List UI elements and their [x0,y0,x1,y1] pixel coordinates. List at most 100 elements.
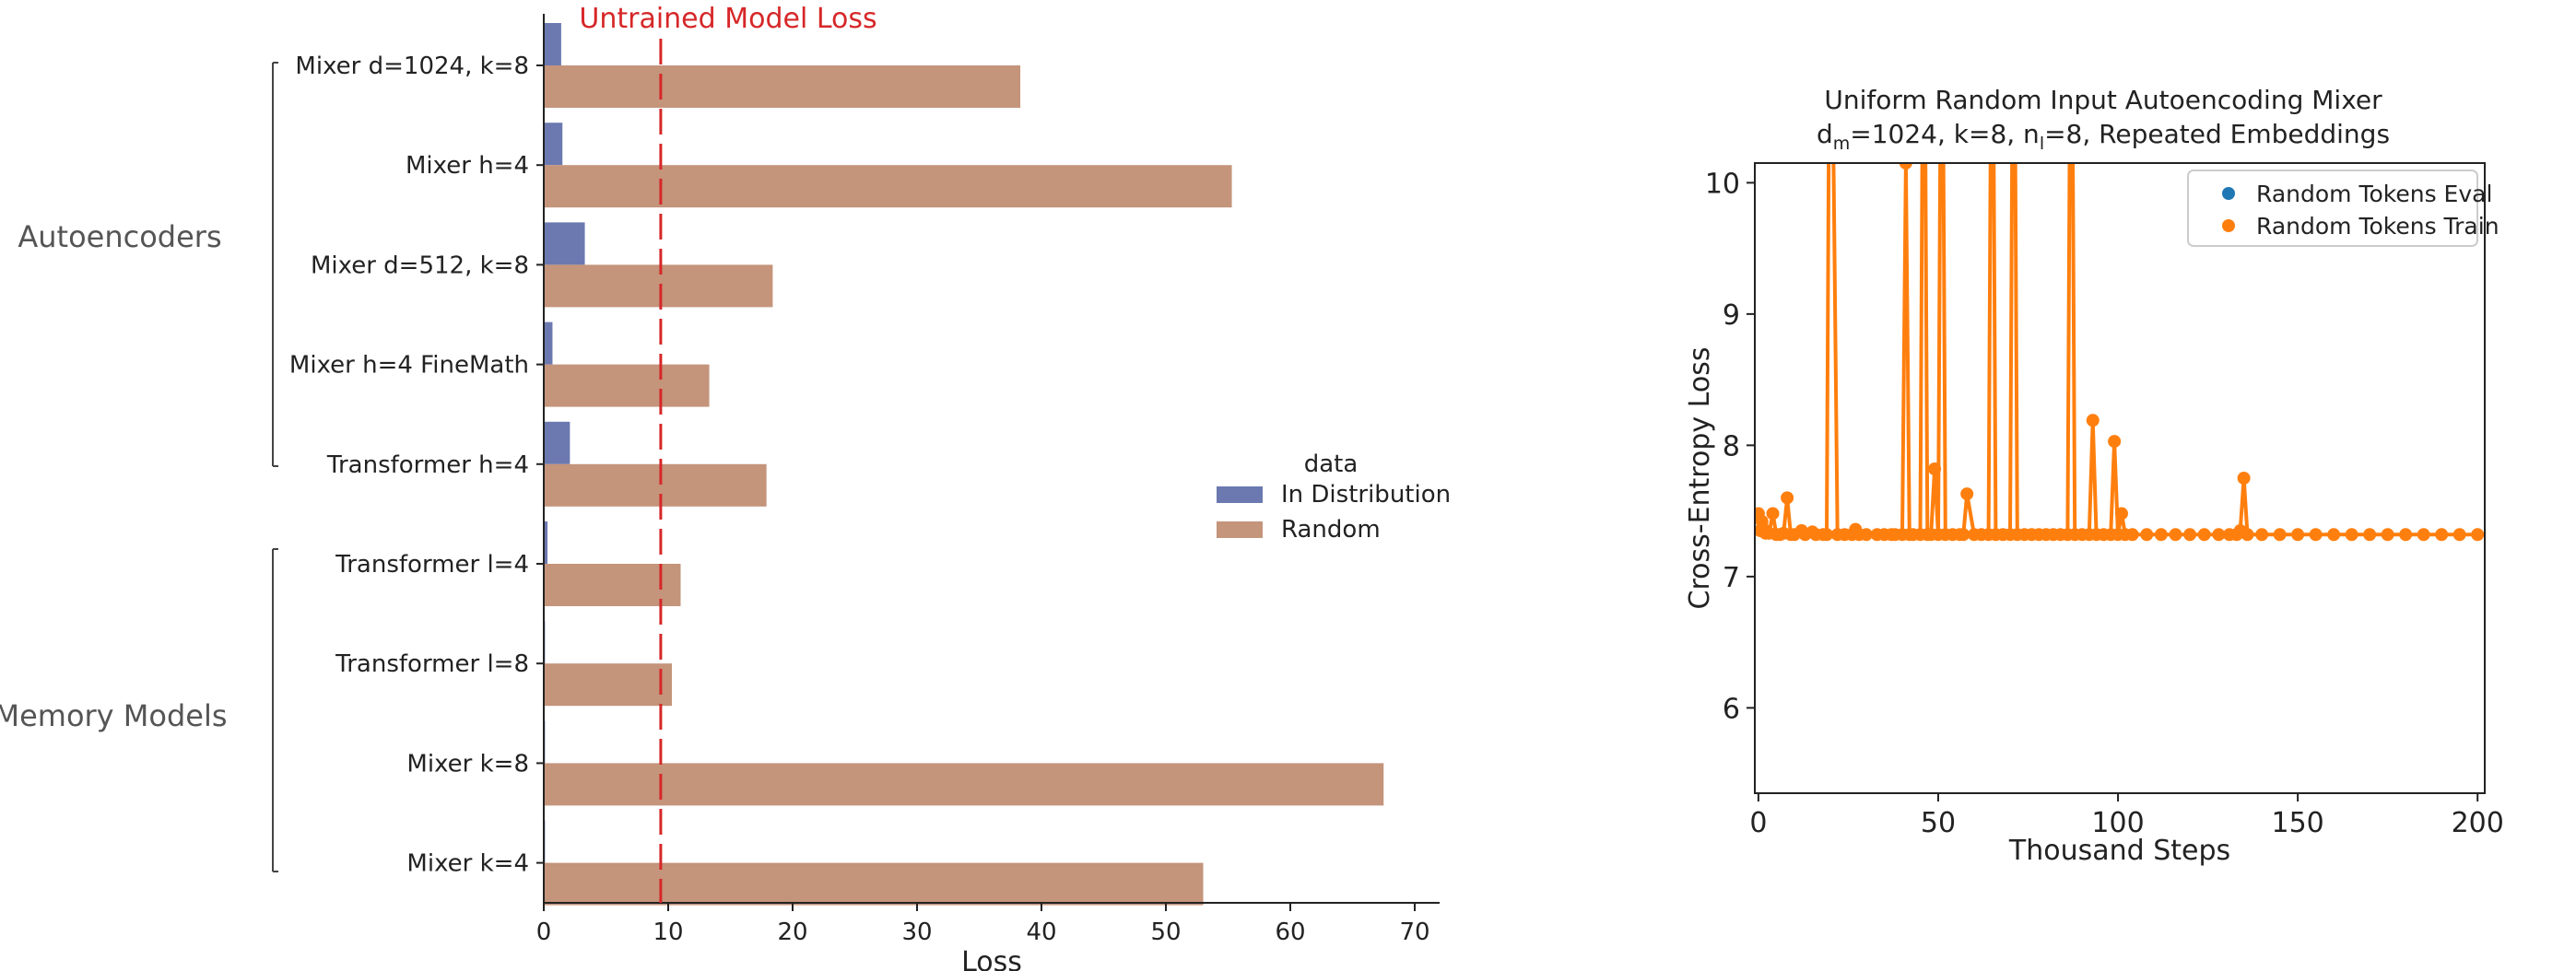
legend-marker-eval [2222,187,2235,200]
x-axis-label: Thousand Steps [2008,835,2230,867]
series-line-random-tokens-train [1756,163,2478,537]
y-tick-label: Mixer h=4 FineMath [289,352,529,380]
legend-swatch-random [1217,521,1263,538]
bar-random [544,763,1384,806]
data-point [2125,528,2139,542]
x-axis-label: Loss [961,946,1022,971]
legend-marker-train [2222,219,2235,232]
data-point [1766,507,1780,521]
data-point [2114,507,2128,521]
bar-in-distribution [544,322,553,365]
data-point [2273,528,2287,542]
x-tick-label: 100 [2091,807,2144,839]
y-tick-label: Transformer l=4 [335,551,529,579]
group-bracket-memory-models: Memory Models [0,548,278,872]
y-tick-label: Transformer h=4 [326,451,529,479]
y-tick-label: Transformer l=8 [335,650,529,678]
data-point [2108,435,2122,449]
bar-chart-loss: Mixer d=1024, k=8 Mixer h=4 Mixer d=512, k… [0,3,1451,971]
legend-swatch-in-distribution [1217,486,1263,503]
x-tick-label: 70 [1399,918,1429,946]
data-point [2399,528,2413,542]
subtitle-subscript: l [2040,134,2044,154]
bar-in-distribution [544,222,585,265]
legend-label-train: Random Tokens Train [2256,213,2500,240]
legend: data In Distribution Random [1217,450,1451,544]
data-point [1899,163,1912,170]
bar-in-distribution [544,23,561,65]
data-point [2212,528,2226,542]
data-point [2291,528,2305,542]
group-label: Autoencoders [18,219,221,254]
x-tick-label: 200 [2452,807,2504,839]
data-point [2345,528,2358,542]
y-tick-label: Mixer d=1024, k=8 [295,53,529,80]
subtitle-part: =8, Repeated Embeddings [2044,119,2390,149]
group-label: Memory Models [0,698,228,733]
legend-label-random: Random [1281,516,1381,544]
bar-in-distribution [544,421,570,464]
group-bracket-autoencoders: Autoencoders [18,62,278,467]
x-tick-label: 30 [901,918,932,946]
y-tick-label: 7 [1723,562,1740,594]
legend-label-eval: Random Tokens Eval [2256,181,2492,207]
data-point [2327,528,2341,542]
legend-label-in-distribution: In Distribution [1281,481,1451,509]
legend-box [2187,170,2478,247]
x-tick-label: 40 [1026,918,1056,946]
legend-title: data [1304,450,1359,478]
data-point [2381,528,2394,542]
line-chart-cross-entropy: Uniform Random Input Autoencoding Mixer … [1684,85,2504,867]
bar-random [544,364,710,407]
data-point [1957,528,1970,542]
subtitle-subscript: m [1833,134,1851,154]
data-point [1960,487,1974,501]
x-tick-label: 10 [653,918,683,946]
x-tick-label: 60 [1275,918,1305,946]
data-point [1859,528,1873,542]
data-point [2417,528,2430,542]
bar-in-distribution [544,521,548,564]
bar-in-distribution [544,123,563,166]
data-point [2140,528,2154,542]
y-tick-label: Mixer k=8 [406,750,529,778]
bar-random [544,862,1204,906]
bar-series-group [544,23,1384,906]
x-tick-label: 0 [1749,807,1767,839]
data-point [2452,528,2466,542]
y-axis-label: Cross-Entropy Loss [1684,347,1716,610]
x-tick-label: 50 [1150,918,1181,946]
chart-title: Uniform Random Input Autoencoding Mixer [1824,85,2382,115]
y-tick-label: Mixer h=4 [406,152,529,180]
y-tick-label: Mixer k=4 [406,850,529,878]
y-tick-label: Mixer d=512, k=8 [311,252,529,279]
x-tick-label: 50 [1921,807,1956,839]
plot-frame [1754,162,2486,794]
data-point [1781,491,1794,505]
x-tick-label: 20 [777,918,807,946]
x-tick-label: 0 [536,918,552,946]
plot-area [1755,163,2485,542]
bar-random [544,165,1232,208]
bar-random [544,264,773,308]
legend: Random Tokens Eval Random Tokens Train [2187,170,2500,247]
chart-subtitle: dm=1024, k=8, nl=8, Repeated Embeddings [1817,119,2390,154]
data-point [1928,462,1942,476]
data-point [2237,472,2251,485]
bar-random [544,663,673,707]
y-tick-label: 8 [1723,430,1740,462]
series-points-random-tokens-train [1755,163,2485,542]
bar-random [544,463,767,507]
y-tick-label: 6 [1723,693,1740,725]
data-point [2086,414,2100,427]
subtitle-part: =1024, k=8, n [1850,119,2040,149]
data-point [2435,528,2449,542]
data-point [2309,528,2323,542]
untrained-loss-label: Untrained Model Loss [579,3,876,35]
y-tick-labels: 6 7 8 9 10 [1705,168,1755,725]
data-point [2183,528,2197,542]
data-point [2255,528,2269,542]
y-tick-labels: Mixer d=1024, k=8 Mixer h=4 Mixer d=512, k… [289,53,544,878]
bar-random [544,564,681,606]
